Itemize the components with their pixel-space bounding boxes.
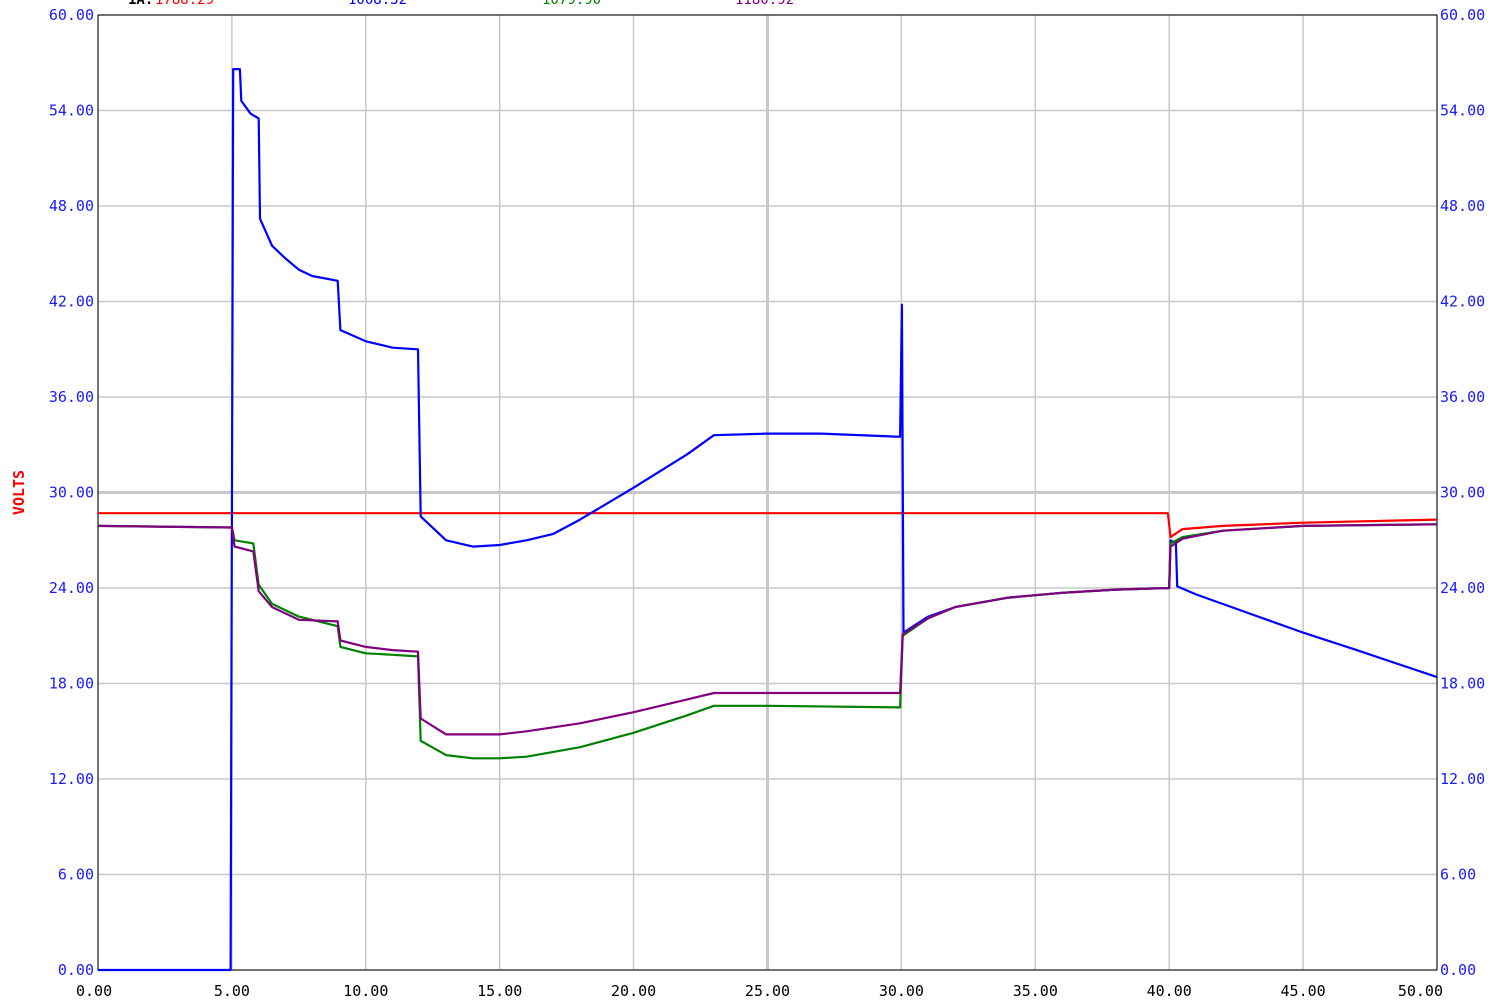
x-axis-ticks: 0.00 5.00 10.00 15.00 20.00 25.00 30.00 35.00 40… <box>76 982 1443 1000</box>
y-tick-label-left-6: 36.00 <box>49 388 94 406</box>
series-lines <box>97 68 1438 972</box>
x-tick-label-7: 35.00 <box>1013 982 1058 1000</box>
x-tick-label-2: 10.00 <box>343 982 388 1000</box>
y-tick-label-left-5: 30.00 <box>49 484 94 502</box>
x-tick-label-3: 15.00 <box>477 982 522 1000</box>
plot-frame <box>97 14 1438 971</box>
legend-value-3: 1180.92 <box>735 0 794 8</box>
y-tick-label-right-2: 12.00 <box>1440 770 1485 788</box>
y-tick-label-right-0: 0.00 <box>1440 961 1476 979</box>
y-axis-right-ticks: 0.00 6.00 12.00 18.00 24.00 30.00 36.00 42.00 48… <box>1440 6 1485 979</box>
x-tick-label-9: 45.00 <box>1281 982 1326 1000</box>
y-tick-label-right-7: 42.00 <box>1440 293 1485 311</box>
y-tick-label-left-10: 60.00 <box>49 6 94 24</box>
y-tick-label-left-7: 42.00 <box>49 293 94 311</box>
y-axis-left-ticks: 0.00 6.00 12.00 18.00 24.00 30.00 36.00 42.00 48… <box>49 6 94 979</box>
y-tick-label-left-3: 18.00 <box>49 675 94 693</box>
y-tick-label-left-4: 24.00 <box>49 579 94 597</box>
x-tick-label-5: 25.00 <box>745 982 790 1000</box>
legend-value-0: 1788.29 <box>155 0 214 8</box>
legend-value-2: 1079.90 <box>542 0 601 8</box>
x-tick-label-1: 5.00 <box>214 982 250 1000</box>
y-tick-label-left-1: 6.00 <box>58 866 94 884</box>
grid <box>97 14 1438 971</box>
y-tick-label-right-8: 48.00 <box>1440 197 1485 215</box>
legend-prefix: 1A: <box>128 0 153 8</box>
y-axis-label: VOLTS <box>10 470 28 515</box>
legend: 1A: 1788.29 1008.32 1079.90 1180.92 <box>128 0 794 8</box>
y-tick-label-right-1: 6.00 <box>1440 866 1476 884</box>
x-tick-label-6: 30.00 <box>879 982 924 1000</box>
x-tick-label-8: 40.00 <box>1147 982 1192 1000</box>
y-tick-label-left-2: 12.00 <box>49 770 94 788</box>
y-tick-label-right-9: 54.00 <box>1440 102 1485 120</box>
y-tick-label-right-5: 30.00 <box>1440 484 1485 502</box>
series-line-0 <box>98 512 1438 539</box>
series-line-3 <box>97 523 1438 736</box>
y-tick-label-left-0: 0.00 <box>58 961 94 979</box>
x-tick-label-0: 0.00 <box>76 982 112 1000</box>
y-tick-label-right-4: 24.00 <box>1440 579 1485 597</box>
legend-value-1: 1008.32 <box>348 0 407 8</box>
y-tick-label-left-9: 54.00 <box>49 102 94 120</box>
x-tick-label-4: 20.00 <box>611 982 656 1000</box>
x-tick-label-10: 50.00 <box>1398 982 1443 1000</box>
y-tick-label-left-8: 48.00 <box>49 197 94 215</box>
y-tick-label-right-3: 18.00 <box>1440 675 1485 693</box>
y-tick-label-right-10: 60.00 <box>1440 6 1485 24</box>
y-tick-label-right-6: 36.00 <box>1440 388 1485 406</box>
